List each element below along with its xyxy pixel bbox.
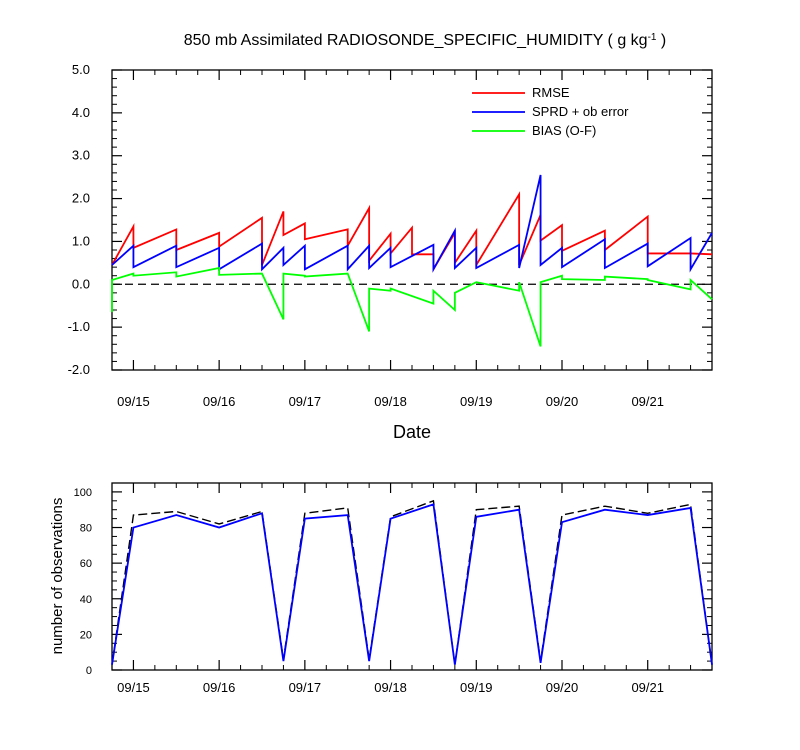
x-tick-label: 09/20 — [546, 680, 579, 695]
legend-label-sprd: SPRD + ob error — [532, 104, 629, 119]
top-x-tick-labels: 09/15 09/16 09/17 09/18 09/19 09/20 09/21 — [117, 394, 664, 409]
x-tick-label: 09/18 — [374, 680, 407, 695]
top-ticks — [111, 69, 713, 371]
bottom-series-group — [111, 499, 713, 665]
x-tick-label: 09/21 — [631, 394, 664, 409]
series-line-observations-possible — [111, 499, 713, 665]
y-tick-label: 2.0 — [72, 191, 90, 206]
y-tick-label: -2.0 — [68, 362, 90, 377]
y-tick-label: 0 — [86, 665, 92, 677]
y-tick-label: -1.0 — [68, 319, 90, 334]
x-tick-label: 09/17 — [289, 394, 322, 409]
top-series-group — [111, 174, 713, 347]
x-tick-label: 09/16 — [203, 394, 236, 409]
x-tick-label: 09/20 — [546, 394, 579, 409]
x-tick-label: 09/19 — [460, 394, 493, 409]
legend-label-rmse: RMSE — [532, 85, 570, 100]
legend: RMSE SPRD + ob error BIAS (O-F) — [472, 85, 629, 138]
bottom-x-tick-labels: 09/15 09/16 09/17 09/18 09/19 09/20 09/21 — [117, 680, 664, 695]
y-tick-label: 20 — [80, 629, 92, 641]
y-tick-label: 60 — [80, 558, 92, 570]
y-tick-label: 100 — [74, 487, 92, 499]
x-tick-label: 09/18 — [374, 394, 407, 409]
legend-label-bias: BIAS (O-F) — [532, 123, 596, 138]
x-tick-label: 09/15 — [117, 394, 150, 409]
x-axis-title: Date — [393, 422, 431, 442]
y-tick-label: 40 — [80, 594, 92, 606]
y-tick-label: 0.0 — [72, 276, 90, 291]
x-tick-label: 09/16 — [203, 680, 236, 695]
top-y-tick-labels: -2.0 -1.0 0.0 1.0 2.0 3.0 4.0 5.0 — [68, 62, 90, 377]
bottom-y-tick-labels: 0 20 40 60 80 100 — [74, 487, 92, 677]
bottom-ticks — [111, 482, 713, 671]
series-line-sprd-ob-error — [111, 174, 713, 273]
series-line-bias-o-f — [111, 266, 713, 347]
top-panel: 09/15 09/16 09/17 09/18 09/19 09/20 09/21 -2.0… — [68, 62, 713, 442]
series-line-rmse — [111, 191, 713, 273]
x-tick-label: 09/15 — [117, 680, 150, 695]
x-tick-label: 09/19 — [460, 680, 493, 695]
y-tick-label: 3.0 — [72, 148, 90, 163]
y-tick-label: 4.0 — [72, 105, 90, 120]
x-tick-label: 09/17 — [289, 680, 322, 695]
y-tick-label: 5.0 — [72, 62, 90, 77]
series-line-observations-used — [111, 503, 713, 665]
y-tick-label: 80 — [80, 523, 92, 535]
bottom-panel: 09/15 09/16 09/17 09/18 09/19 09/20 09/21 0 20 4… — [49, 482, 713, 695]
y-tick-label: 1.0 — [72, 233, 90, 248]
x-tick-label: 09/21 — [631, 680, 664, 695]
y-axis-title-observations: number of observations — [49, 498, 66, 655]
chart-title: 850 mb Assimilated RADIOSONDE_SPECIFIC_H… — [184, 32, 667, 50]
